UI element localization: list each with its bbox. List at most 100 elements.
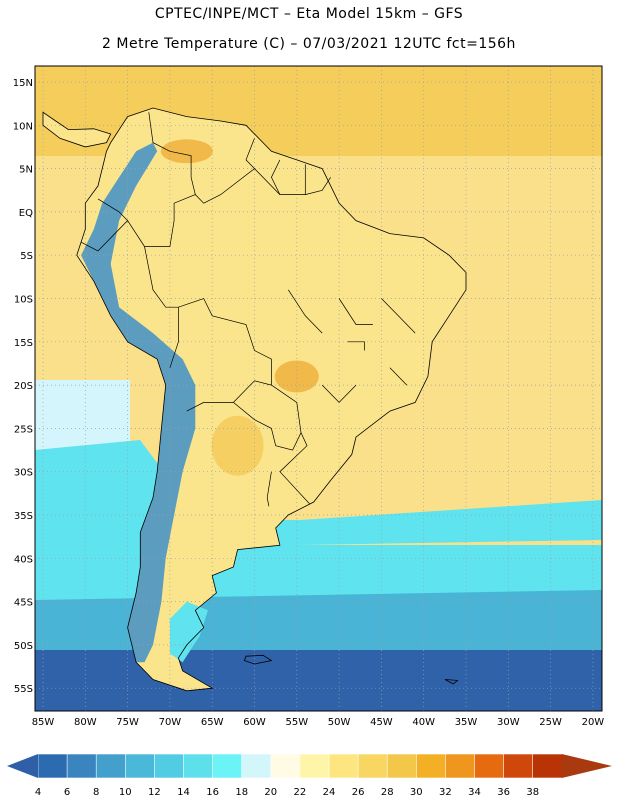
lon-label: 85W bbox=[32, 717, 55, 728]
lat-label: 30S bbox=[14, 468, 33, 479]
colorbar-tick-label: 6 bbox=[64, 787, 70, 798]
political-border bbox=[266, 471, 272, 507]
coastline bbox=[76, 107, 467, 692]
lat-label: 15S bbox=[14, 338, 33, 349]
colorbar-swatch bbox=[357, 753, 389, 779]
lon-label: 40W bbox=[412, 717, 435, 728]
colorbar-swatch bbox=[532, 753, 563, 779]
political-border bbox=[347, 341, 365, 351]
lat-label: 50S bbox=[14, 641, 33, 652]
lat-label: 45S bbox=[14, 598, 33, 609]
map-title-line1: CPTEC/INPE/MCT – Eta Model 15km – GFS bbox=[154, 6, 464, 22]
political-border bbox=[288, 289, 323, 334]
colorbar-swatch bbox=[299, 753, 330, 779]
lat-label: 35S bbox=[14, 511, 33, 522]
colorbar-swatch bbox=[241, 753, 272, 779]
political-border bbox=[97, 198, 128, 221]
lon-label: 45W bbox=[370, 717, 393, 728]
colorbar-swatch bbox=[503, 753, 534, 779]
colorbar-labels: 4 6 8 10 12 14 16 18 20 22 24 26 28 30 32 34 36 38 bbox=[35, 787, 539, 798]
colorbar-tick-label: 12 bbox=[148, 787, 161, 798]
colorbar bbox=[7, 753, 612, 779]
political-border bbox=[148, 112, 196, 195]
longitude-labels: 85W 80W 75W 70W 65W 60W 55W 50W 45W 40W 35W 30W 25W 2… bbox=[32, 717, 605, 728]
lat-label: 55S bbox=[14, 684, 33, 695]
lon-label: 70W bbox=[159, 717, 182, 728]
colorbar-high-arrow bbox=[561, 754, 612, 778]
colorbar-tick-label: 8 bbox=[93, 787, 99, 798]
warm-zone-chaco bbox=[211, 415, 264, 476]
colorbar-swatch bbox=[415, 753, 447, 779]
colorbar-tick-label: 22 bbox=[294, 787, 307, 798]
colorbar-tick-label: 10 bbox=[119, 787, 132, 798]
colorbar-swatch bbox=[270, 753, 301, 779]
map-frame bbox=[34, 65, 603, 712]
lon-label: 30W bbox=[497, 717, 520, 728]
political-border bbox=[271, 159, 281, 195]
political-border bbox=[169, 307, 179, 368]
ocean-cool-band bbox=[35, 590, 602, 650]
political-border bbox=[245, 138, 255, 169]
political-border bbox=[233, 402, 302, 451]
colorbar-tick-label: 38 bbox=[526, 787, 539, 798]
lon-label: 50W bbox=[328, 717, 351, 728]
falkland-islands bbox=[243, 654, 273, 665]
political-border bbox=[338, 298, 373, 325]
colorbar-swatch bbox=[37, 753, 68, 779]
colorbar-tick-label: 36 bbox=[497, 787, 510, 798]
colorbar-swatch bbox=[66, 753, 97, 779]
political-border bbox=[389, 367, 408, 386]
colorbar-tick-label: 30 bbox=[410, 787, 423, 798]
ocean-cold-band bbox=[35, 650, 602, 711]
colorbar-low-arrow bbox=[7, 754, 38, 778]
colorbar-tick-label: 16 bbox=[206, 787, 219, 798]
political-border bbox=[381, 298, 416, 334]
colorbar-swatch bbox=[212, 753, 243, 779]
lat-label: 15N bbox=[13, 78, 33, 89]
colorbar-tick-label: 14 bbox=[177, 787, 190, 798]
colorbar-tick-label: 20 bbox=[264, 787, 277, 798]
political-border bbox=[80, 220, 145, 252]
colorbar-tick-label: 18 bbox=[235, 787, 248, 798]
colorbar-tick-label: 28 bbox=[381, 787, 394, 798]
graticule bbox=[35, 66, 602, 711]
south-georgia-island bbox=[444, 679, 459, 685]
lat-label: 20S bbox=[14, 381, 33, 392]
colorbar-swatch bbox=[154, 753, 185, 779]
colorbar-tick-label: 24 bbox=[323, 787, 336, 798]
lat-label: 5S bbox=[20, 251, 33, 262]
lon-label: 60W bbox=[243, 717, 266, 728]
colorbar-tick-label: 34 bbox=[468, 787, 481, 798]
lat-label: 40S bbox=[14, 554, 33, 565]
lat-label: EQ bbox=[19, 208, 33, 219]
political-border bbox=[144, 246, 310, 504]
colorbar-tick-label: 4 bbox=[35, 787, 41, 798]
colorbar-swatch bbox=[183, 753, 214, 779]
andes-cold-strip bbox=[81, 142, 196, 663]
colorbar-swatch bbox=[445, 753, 476, 779]
lon-label: 35W bbox=[455, 717, 478, 728]
lon-label: 55W bbox=[285, 717, 308, 728]
colorbar-tick-label: 26 bbox=[352, 787, 365, 798]
colorbar-swatch bbox=[95, 753, 127, 779]
political-border bbox=[321, 384, 357, 403]
colorbar-tick-label: 32 bbox=[439, 787, 452, 798]
lat-label: 25S bbox=[14, 424, 33, 435]
lat-label: 10N bbox=[13, 121, 33, 132]
lon-label: 20W bbox=[582, 717, 605, 728]
lat-label: 5N bbox=[19, 165, 33, 176]
lon-label: 25W bbox=[539, 717, 562, 728]
temperature-field bbox=[35, 66, 602, 711]
colorbar-swatch bbox=[474, 753, 505, 779]
lon-label: 75W bbox=[116, 717, 139, 728]
lon-label: 65W bbox=[201, 717, 224, 728]
lat-label: 10S bbox=[14, 295, 33, 306]
central-america-coast bbox=[42, 111, 112, 148]
hot-spot-pantanal bbox=[274, 360, 319, 393]
political-border bbox=[144, 168, 331, 247]
colorbar-swatch bbox=[125, 753, 156, 779]
south-america-land bbox=[76, 108, 467, 691]
colorbar-swatch bbox=[386, 753, 418, 779]
country-borders bbox=[42, 107, 467, 692]
